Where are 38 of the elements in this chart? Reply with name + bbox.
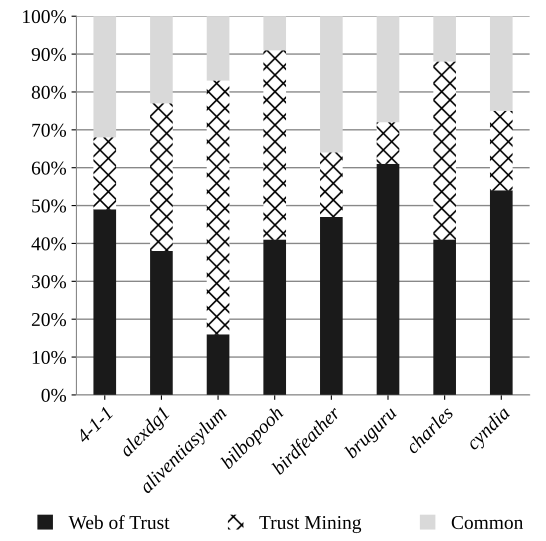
bar	[320, 152, 343, 217]
y-tick-label: 30%	[32, 275, 66, 288]
bar	[206, 16, 230, 81]
y-tick-label: 60%	[32, 162, 66, 175]
bar	[263, 50, 286, 240]
bar	[490, 110, 513, 190]
legend-label: Web of Trust	[68, 515, 170, 530]
bar	[263, 240, 286, 395]
bar	[206, 334, 230, 395]
bar	[433, 16, 456, 62]
bar	[206, 80, 230, 334]
y-tick-label: 10%	[32, 350, 66, 364]
y-tick-label: 50%	[32, 199, 66, 213]
bar	[320, 16, 343, 153]
bar	[376, 164, 400, 395]
bar	[93, 137, 116, 210]
bar	[433, 62, 456, 240]
legend-label: Common	[452, 516, 524, 530]
y-tick-label: 0%	[42, 388, 66, 402]
legend-label: Trust Mining	[259, 516, 362, 534]
bar	[93, 16, 116, 138]
bar	[490, 16, 513, 111]
bar	[376, 122, 400, 164]
bar	[150, 251, 173, 395]
y-tick-label: 90%	[32, 48, 66, 62]
bar	[150, 16, 173, 104]
bar	[263, 16, 286, 50]
bar	[433, 240, 456, 395]
y-tick-label: 80%	[32, 86, 66, 99]
y-tick-label: 20%	[32, 313, 66, 326]
bar	[376, 16, 400, 122]
bar	[93, 209, 116, 395]
bar	[320, 216, 343, 395]
y-tick-label: 100%	[23, 10, 66, 24]
y-tick-label: 70%	[32, 124, 66, 137]
bar	[150, 103, 173, 252]
y-tick-label: 40%	[31, 237, 66, 250]
bar	[490, 190, 513, 395]
